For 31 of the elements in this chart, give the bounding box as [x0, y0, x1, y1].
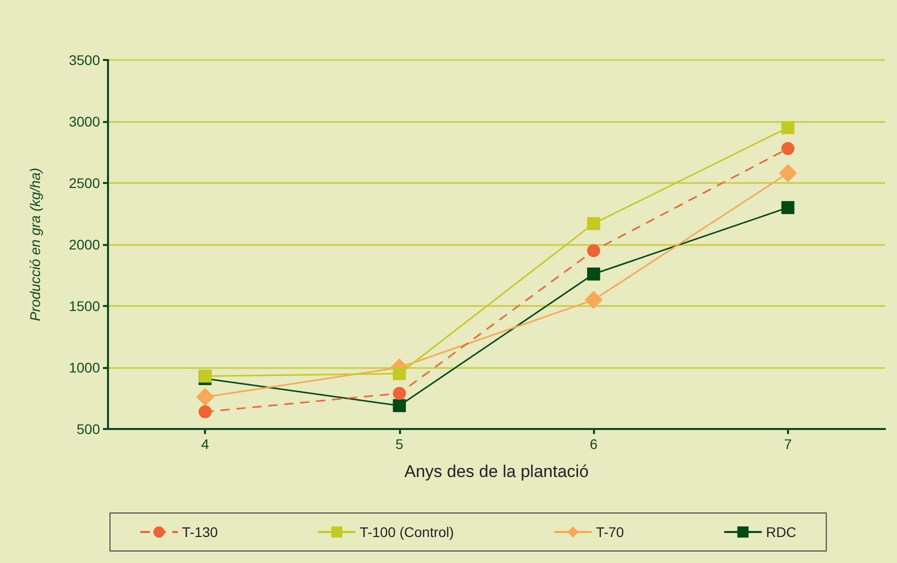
legend-label: RDC — [766, 524, 796, 540]
point — [781, 201, 794, 214]
y-tick-label: 500 — [76, 421, 100, 437]
x-axis-title: Anys des de la plantació — [404, 462, 589, 481]
point — [198, 405, 212, 418]
y-tick-label: 3500 — [68, 52, 100, 68]
point — [392, 399, 406, 412]
point — [781, 121, 794, 134]
point — [778, 164, 797, 182]
point — [587, 217, 600, 230]
point — [584, 290, 603, 309]
point — [781, 142, 794, 156]
y-tick-label: 2500 — [68, 175, 100, 191]
legend-label: T-130 — [182, 524, 218, 540]
x-tick-label: 7 — [784, 436, 792, 452]
point — [198, 370, 212, 383]
x-tick-label: 4 — [201, 436, 210, 452]
y-tick-label: 1500 — [68, 298, 100, 314]
y-tick-label: 1000 — [68, 360, 100, 376]
point — [392, 367, 406, 380]
y-tick-label: 2000 — [68, 236, 100, 252]
y-axis-title: Producció en gra (kg/ha) — [27, 168, 43, 322]
point — [392, 386, 406, 400]
legend-label: T-100 (Control) — [360, 524, 454, 540]
point — [587, 244, 600, 258]
legend-label: T-70 — [596, 524, 624, 540]
x-tick-label: 6 — [590, 436, 598, 452]
point — [196, 388, 214, 406]
x-tick-label: 5 — [395, 436, 404, 452]
y-tick-label: 3000 — [68, 114, 100, 130]
point — [587, 268, 600, 281]
